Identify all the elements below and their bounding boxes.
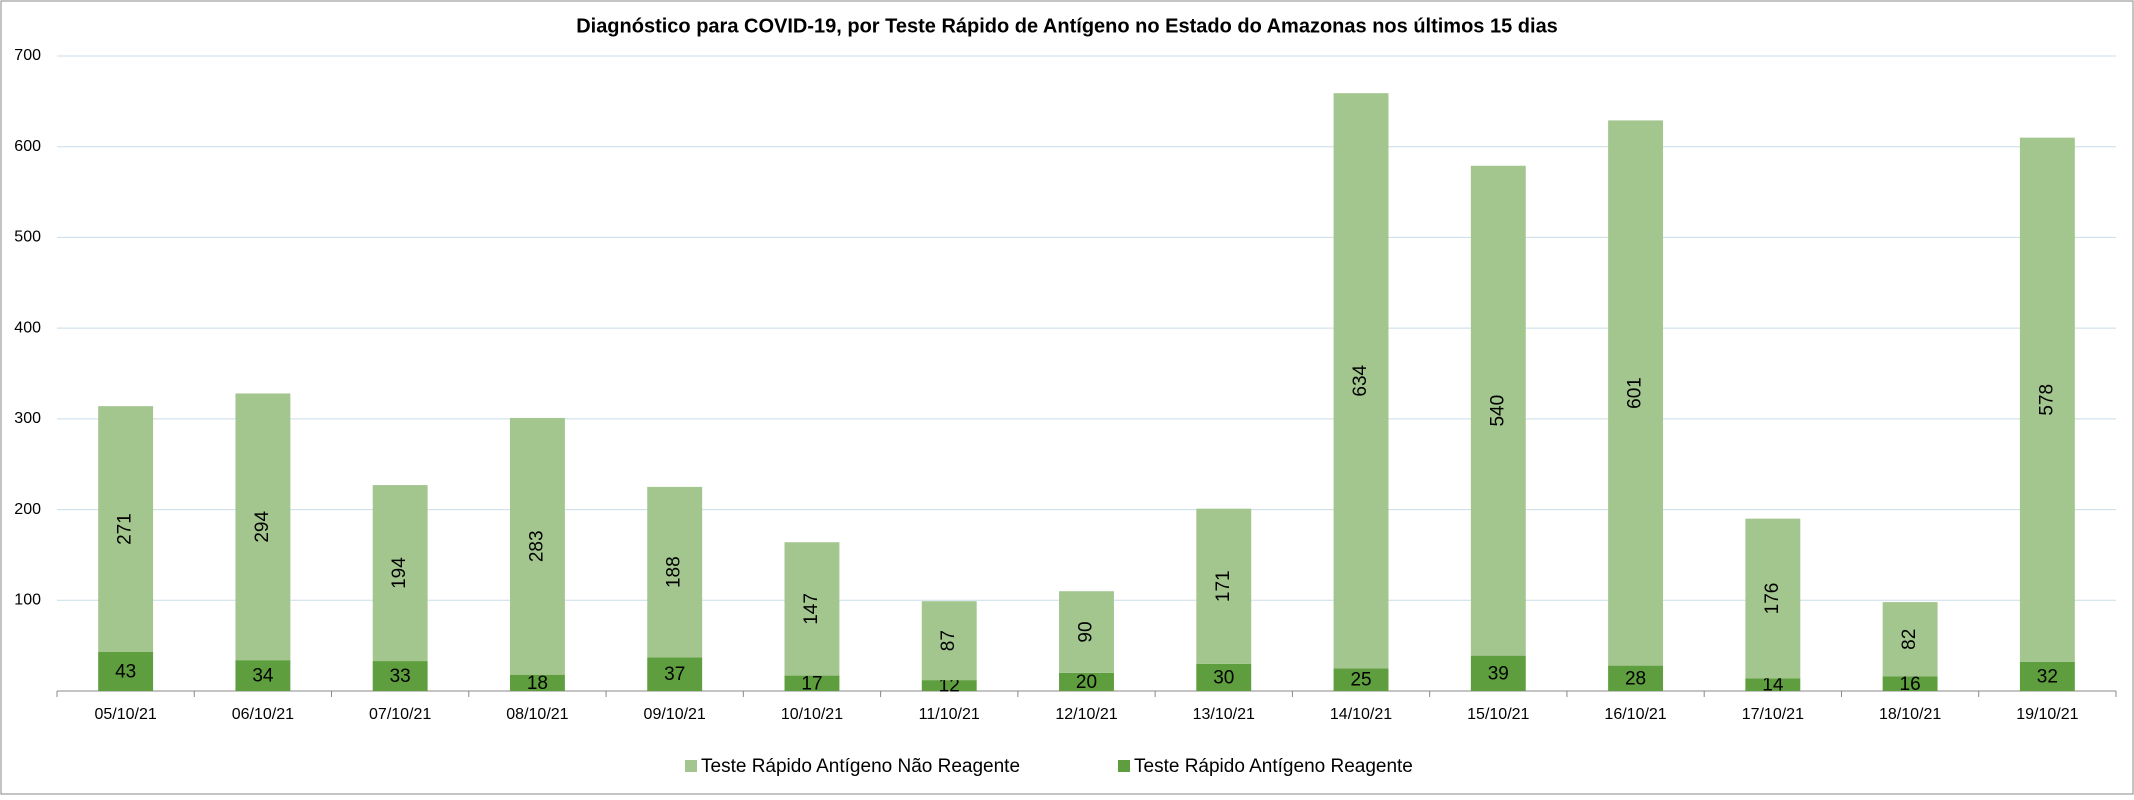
bar-segment bbox=[372, 485, 428, 662]
data-label: 20 bbox=[1076, 672, 1097, 693]
data-label: 25 bbox=[1350, 670, 1371, 691]
x-tick-label: 13/10/21 bbox=[1193, 706, 1255, 723]
x-tick-label: 18/10/21 bbox=[1879, 706, 1941, 723]
data-label: 176 bbox=[1762, 583, 1783, 615]
y-tick-label: 200 bbox=[14, 501, 41, 518]
bar-segment bbox=[372, 661, 428, 691]
legend-swatch bbox=[685, 760, 697, 772]
bar-segment bbox=[1059, 672, 1114, 691]
bar-segment bbox=[1882, 676, 1938, 691]
x-tick-label: 05/10/21 bbox=[94, 706, 156, 723]
x-tick-label: 09/10/21 bbox=[644, 706, 706, 723]
data-label: 634 bbox=[1350, 364, 1371, 396]
y-tick-label: 100 bbox=[14, 592, 41, 609]
data-label: 90 bbox=[1076, 621, 1097, 642]
bar-segment bbox=[784, 675, 840, 691]
y-tick-label: 600 bbox=[14, 138, 41, 155]
data-label: 147 bbox=[801, 593, 822, 625]
legend-label: Teste Rápido Antígeno Reagente bbox=[1134, 756, 1413, 777]
data-label: 34 bbox=[252, 666, 274, 687]
x-tick-label: 12/10/21 bbox=[1055, 706, 1117, 723]
bar-segment bbox=[2019, 661, 2075, 691]
data-label: 33 bbox=[390, 666, 411, 687]
bar-segment bbox=[235, 660, 291, 691]
chart-title: Diagnóstico para COVID-19, por Teste Ráp… bbox=[576, 15, 1558, 37]
x-tick-label: 06/10/21 bbox=[232, 706, 294, 723]
data-label: 28 bbox=[1625, 668, 1646, 689]
x-tick-label: 15/10/21 bbox=[1467, 706, 1529, 723]
x-tick-label: 11/10/21 bbox=[919, 706, 980, 723]
bar-segment bbox=[1059, 591, 1114, 673]
bar-segment bbox=[647, 657, 703, 691]
data-label: 37 bbox=[664, 664, 685, 685]
data-label: 601 bbox=[1625, 377, 1646, 409]
bar-segment bbox=[509, 674, 565, 691]
bar-segment bbox=[921, 680, 977, 691]
data-label: 14 bbox=[1762, 675, 1784, 696]
bar-segment bbox=[235, 393, 291, 661]
x-tick-label: 17/10/21 bbox=[1742, 706, 1804, 723]
bar-segment bbox=[1470, 655, 1526, 691]
data-label: 87 bbox=[938, 630, 959, 651]
data-label: 171 bbox=[1213, 570, 1234, 602]
bar-segment bbox=[921, 601, 977, 681]
y-tick-label: 500 bbox=[14, 229, 41, 246]
bar-segment bbox=[784, 542, 840, 676]
data-label: 540 bbox=[1487, 395, 1508, 427]
bar-segment bbox=[1745, 678, 1801, 691]
bar-segment bbox=[98, 406, 154, 652]
bar-segment bbox=[1608, 665, 1664, 691]
bar-segment bbox=[1745, 518, 1801, 679]
data-label: 30 bbox=[1213, 667, 1234, 688]
data-label: 18 bbox=[527, 673, 548, 694]
x-tick-label: 16/10/21 bbox=[1604, 706, 1666, 723]
x-tick-label: 14/10/21 bbox=[1330, 706, 1392, 723]
x-tick-label: 07/10/21 bbox=[369, 706, 431, 723]
data-label: 82 bbox=[1899, 629, 1920, 650]
data-label: 17 bbox=[801, 673, 822, 694]
x-tick-label: 19/10/21 bbox=[2016, 706, 2078, 723]
y-tick-label: 300 bbox=[14, 410, 41, 427]
bar-segment bbox=[1608, 120, 1664, 666]
bar-segment bbox=[1333, 668, 1389, 691]
x-tick-label: 10/10/21 bbox=[781, 706, 843, 723]
data-label: 271 bbox=[115, 513, 136, 545]
bar-segment bbox=[2019, 137, 2075, 662]
data-label: 283 bbox=[526, 530, 547, 562]
data-label: 32 bbox=[2037, 667, 2058, 688]
legend-swatch bbox=[1118, 760, 1130, 772]
bar-segment bbox=[1882, 602, 1938, 677]
bar-segment bbox=[647, 486, 703, 658]
data-label: 188 bbox=[664, 556, 685, 588]
y-tick-label: 400 bbox=[14, 319, 41, 336]
bar-segment bbox=[1333, 93, 1389, 669]
data-label: 39 bbox=[1488, 663, 1509, 684]
data-label: 12 bbox=[939, 676, 960, 697]
data-label: 294 bbox=[252, 511, 273, 543]
y-tick-label: 700 bbox=[14, 47, 41, 64]
bar-segment bbox=[1470, 165, 1526, 656]
legend-label: Teste Rápido Antígeno Não Reagente bbox=[701, 756, 1020, 777]
bar-segment bbox=[98, 651, 154, 691]
bar-segment bbox=[509, 417, 565, 675]
data-label: 43 bbox=[115, 662, 136, 683]
bar-segment bbox=[1196, 508, 1252, 664]
data-label: 194 bbox=[389, 557, 410, 589]
data-label: 578 bbox=[2036, 384, 2057, 416]
data-label: 16 bbox=[1900, 674, 1921, 695]
bar-segment bbox=[1196, 663, 1252, 691]
x-tick-label: 08/10/21 bbox=[506, 706, 568, 723]
